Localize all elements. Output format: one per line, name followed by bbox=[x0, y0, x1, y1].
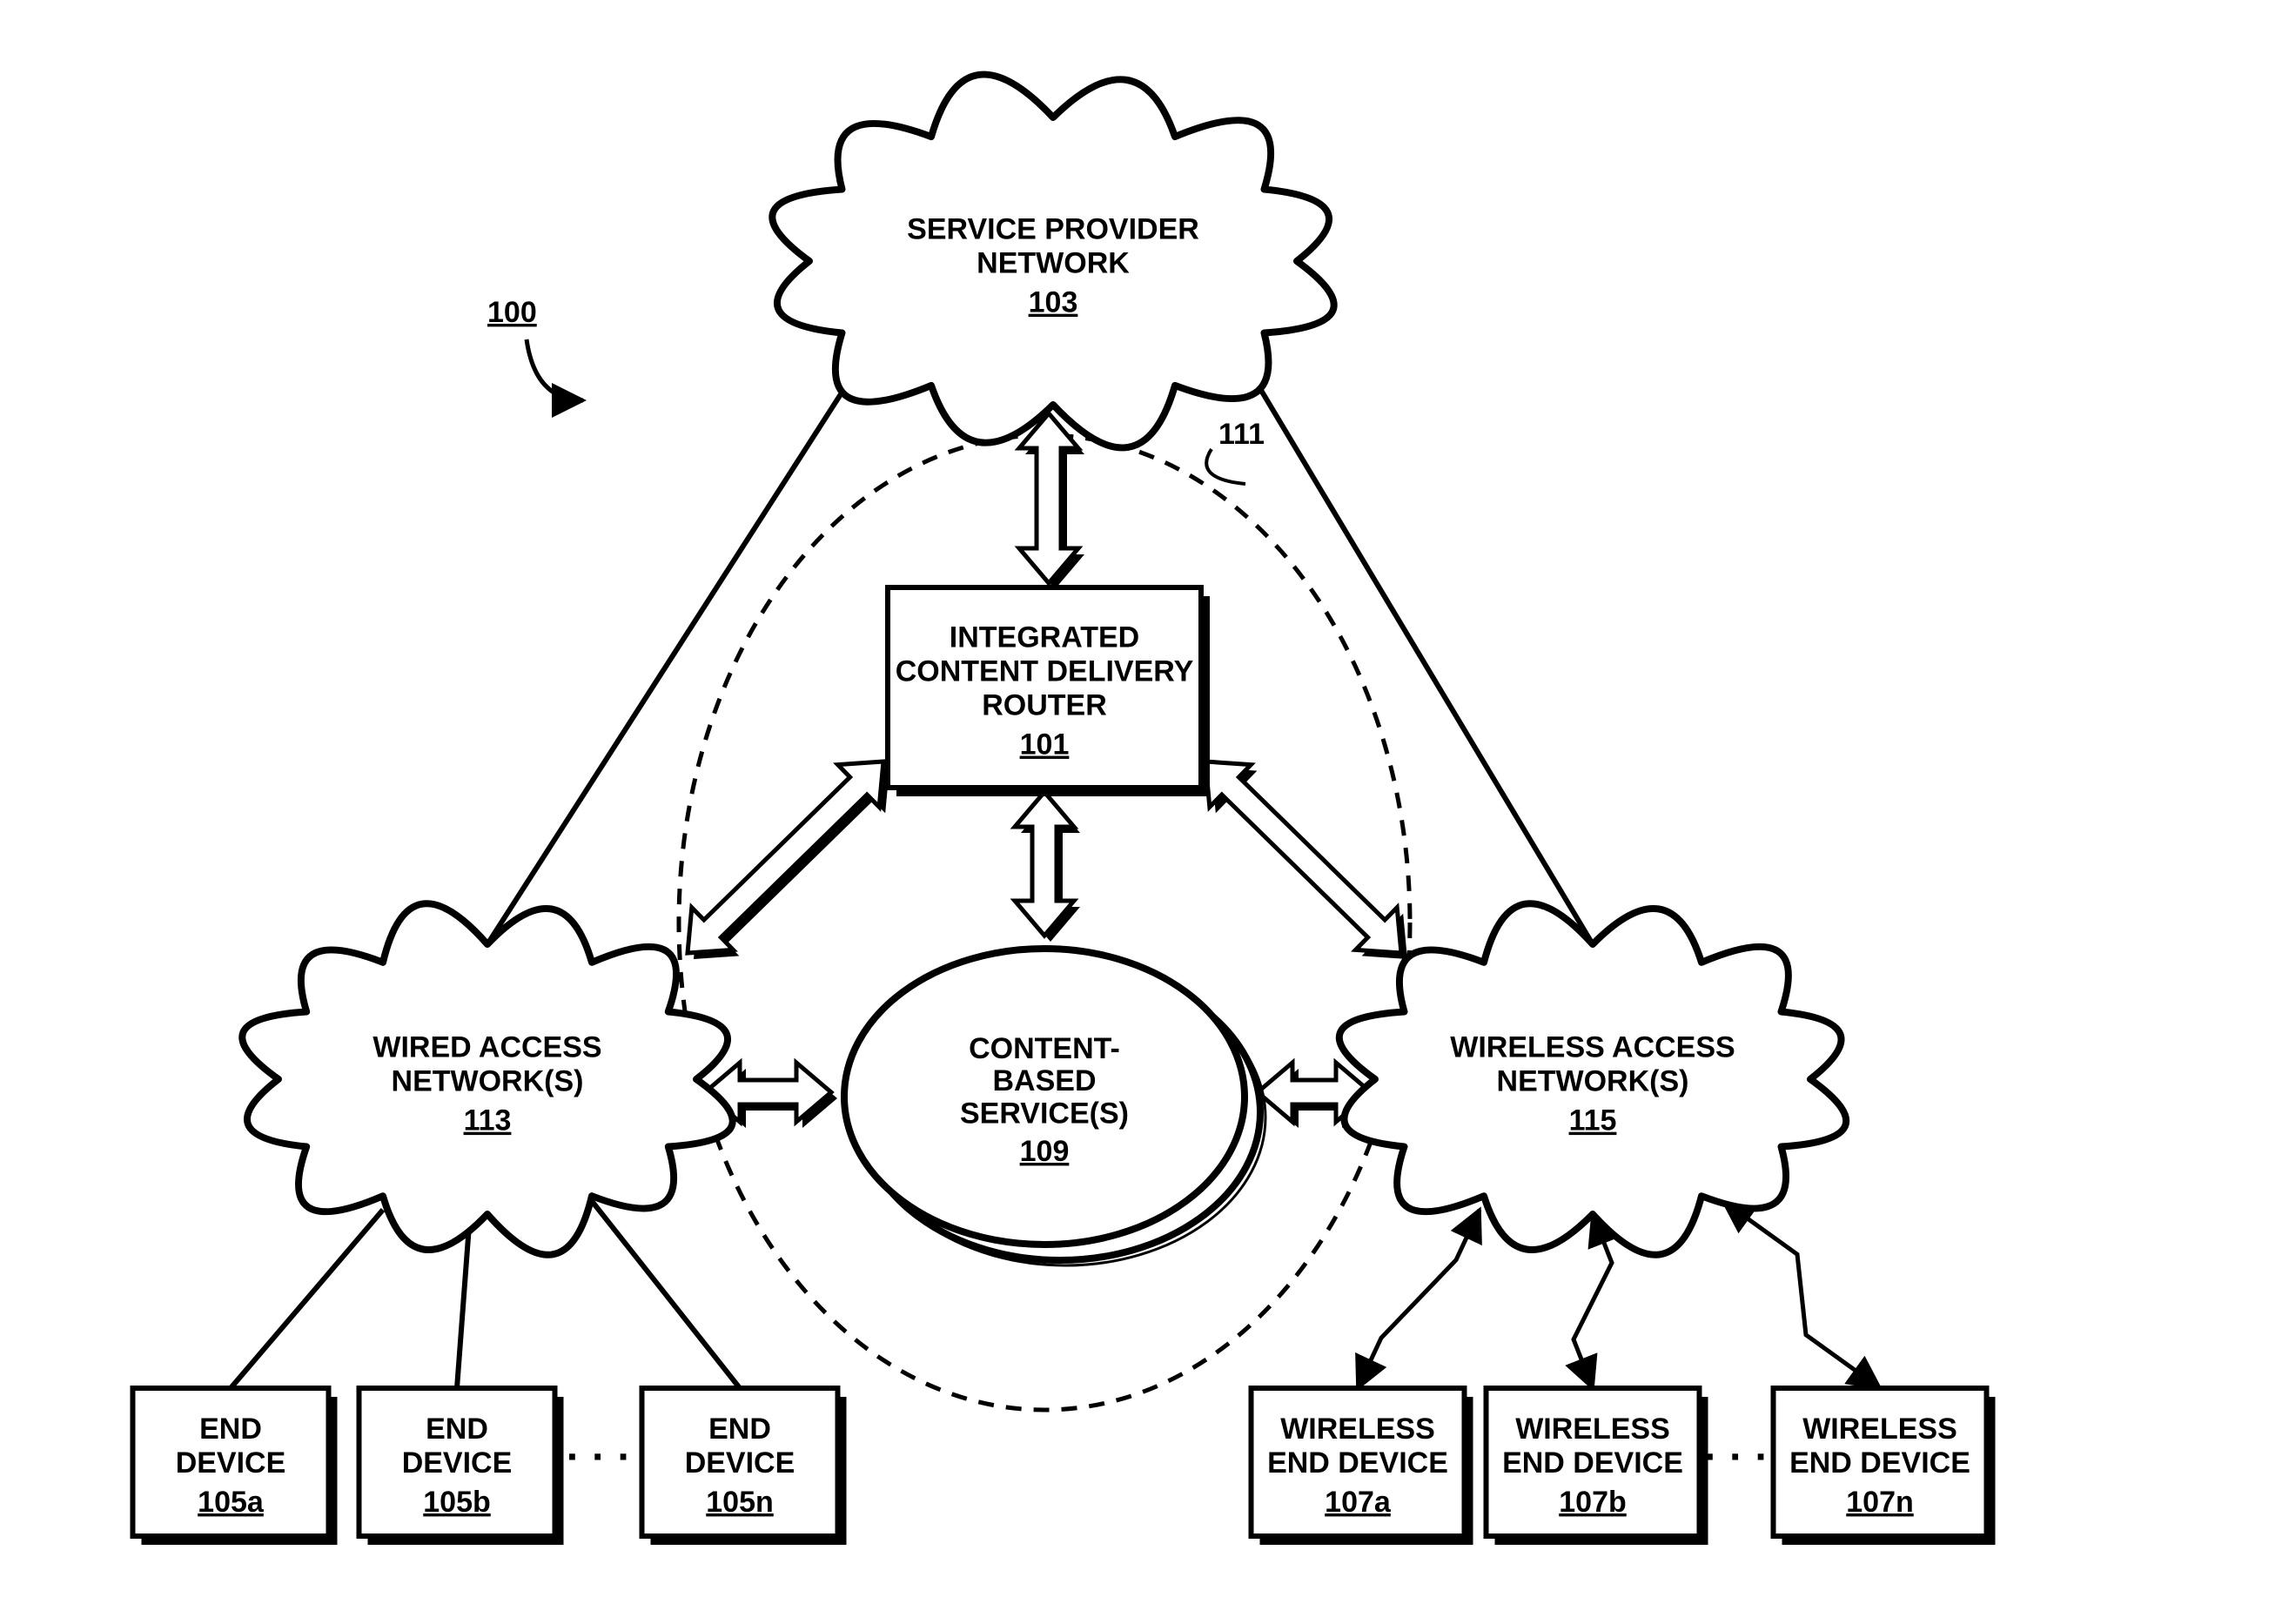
node-cbs-line2: SERVICE(S) bbox=[960, 1097, 1129, 1131]
node-wireless-line0: WIRELESS ACCESS bbox=[1450, 1031, 1735, 1064]
node-ed_n-line1: DEVICE bbox=[685, 1446, 795, 1480]
node-ed_a-ref: 105a bbox=[198, 1486, 265, 1519]
svg-text:111: 111 bbox=[1218, 418, 1265, 451]
double-arrow-spn-router bbox=[1019, 413, 1084, 589]
node-wireless: WIRELESS ACCESSNETWORK(S) 115 bbox=[1339, 903, 1846, 1255]
double-arrow-router-cbs bbox=[1015, 792, 1080, 942]
node-cbs-ref: 109 bbox=[1020, 1135, 1070, 1168]
node-wed_a-ref: 107a bbox=[1325, 1486, 1392, 1519]
node-ed_n: ENDDEVICE 105n bbox=[642, 1388, 847, 1545]
node-router-line2: ROUTER bbox=[982, 688, 1107, 721]
ellipsis-0: · · · bbox=[567, 1434, 632, 1480]
node-router-ref: 101 bbox=[1020, 728, 1070, 762]
node-spn-ref: 103 bbox=[1029, 286, 1078, 319]
node-wed_b-line0: WIRELESS bbox=[1515, 1413, 1670, 1446]
node-wed_b: WIRELESSEND DEVICE 107b bbox=[1487, 1388, 1708, 1545]
node-spn-line1: NETWORK bbox=[977, 247, 1130, 280]
node-ed_b-ref: 105b bbox=[423, 1486, 491, 1519]
node-wed_a-line0: WIRELESS bbox=[1280, 1413, 1435, 1446]
node-ed_a-line0: END bbox=[199, 1413, 262, 1446]
figure-ref: 100 bbox=[487, 296, 537, 329]
node-wired-ref: 113 bbox=[464, 1104, 512, 1137]
edge-wired-ed_n bbox=[592, 1201, 740, 1388]
node-wed_b-line1: END DEVICE bbox=[1502, 1446, 1683, 1480]
node-router: INTEGRATEDCONTENT DELIVERYROUTER 101 bbox=[888, 587, 1210, 796]
node-router-line0: INTEGRATED bbox=[950, 621, 1139, 654]
node-cbs: CONTENT-BASEDSERVICE(S) 109 bbox=[844, 949, 1265, 1265]
node-wired: WIRED ACCESSNETWORK(S) 113 bbox=[242, 903, 732, 1255]
node-wed_a-line1: END DEVICE bbox=[1267, 1446, 1448, 1480]
ellipsis-1: · · · bbox=[1704, 1434, 1769, 1480]
node-wed_n-line1: END DEVICE bbox=[1789, 1446, 1970, 1480]
node-ed_n-ref: 105n bbox=[706, 1486, 774, 1519]
node-wired-line1: NETWORK(S) bbox=[392, 1065, 584, 1098]
node-ed_n-line0: END bbox=[708, 1413, 771, 1446]
node-spn-line0: SERVICE PROVIDER bbox=[907, 213, 1199, 246]
node-ed_b: ENDDEVICE 105b bbox=[359, 1388, 564, 1545]
node-wed_n-ref: 107n bbox=[1846, 1486, 1914, 1519]
node-wireless-line1: NETWORK(S) bbox=[1497, 1065, 1689, 1098]
node-router-line1: CONTENT DELIVERY bbox=[896, 654, 1194, 688]
node-ed_a: ENDDEVICE 105a bbox=[133, 1388, 338, 1545]
wireless-link-wed_a bbox=[1358, 1210, 1480, 1388]
double-arrow-router-wired bbox=[688, 762, 889, 959]
node-ed_b-line1: DEVICE bbox=[402, 1446, 513, 1480]
node-cbs-line1: BASED bbox=[992, 1064, 1096, 1097]
node-ed_b-line0: END bbox=[426, 1413, 488, 1446]
node-spn: SERVICE PROVIDERNETWORK 103 bbox=[772, 75, 1333, 448]
node-wed_n-line0: WIRELESS bbox=[1802, 1413, 1957, 1446]
edge-wired-ed_a bbox=[231, 1210, 383, 1388]
node-cbs-line0: CONTENT- bbox=[969, 1032, 1120, 1065]
double-arrow-router-wireless bbox=[1205, 762, 1407, 959]
node-wed_a: WIRELESSEND DEVICE 107a bbox=[1252, 1388, 1473, 1545]
wireless-link-wed_n bbox=[1723, 1201, 1880, 1388]
node-wired-line0: WIRED ACCESS bbox=[373, 1031, 601, 1064]
figure-ref-arrow bbox=[527, 339, 583, 400]
node-wed_n: WIRELESSEND DEVICE 107n bbox=[1774, 1388, 1996, 1545]
node-wireless-ref: 115 bbox=[1569, 1104, 1617, 1137]
node-ed_a-line1: DEVICE bbox=[176, 1446, 286, 1480]
wireless-link-wed_b bbox=[1574, 1214, 1612, 1388]
node-wed_b-ref: 107b bbox=[1559, 1486, 1627, 1519]
